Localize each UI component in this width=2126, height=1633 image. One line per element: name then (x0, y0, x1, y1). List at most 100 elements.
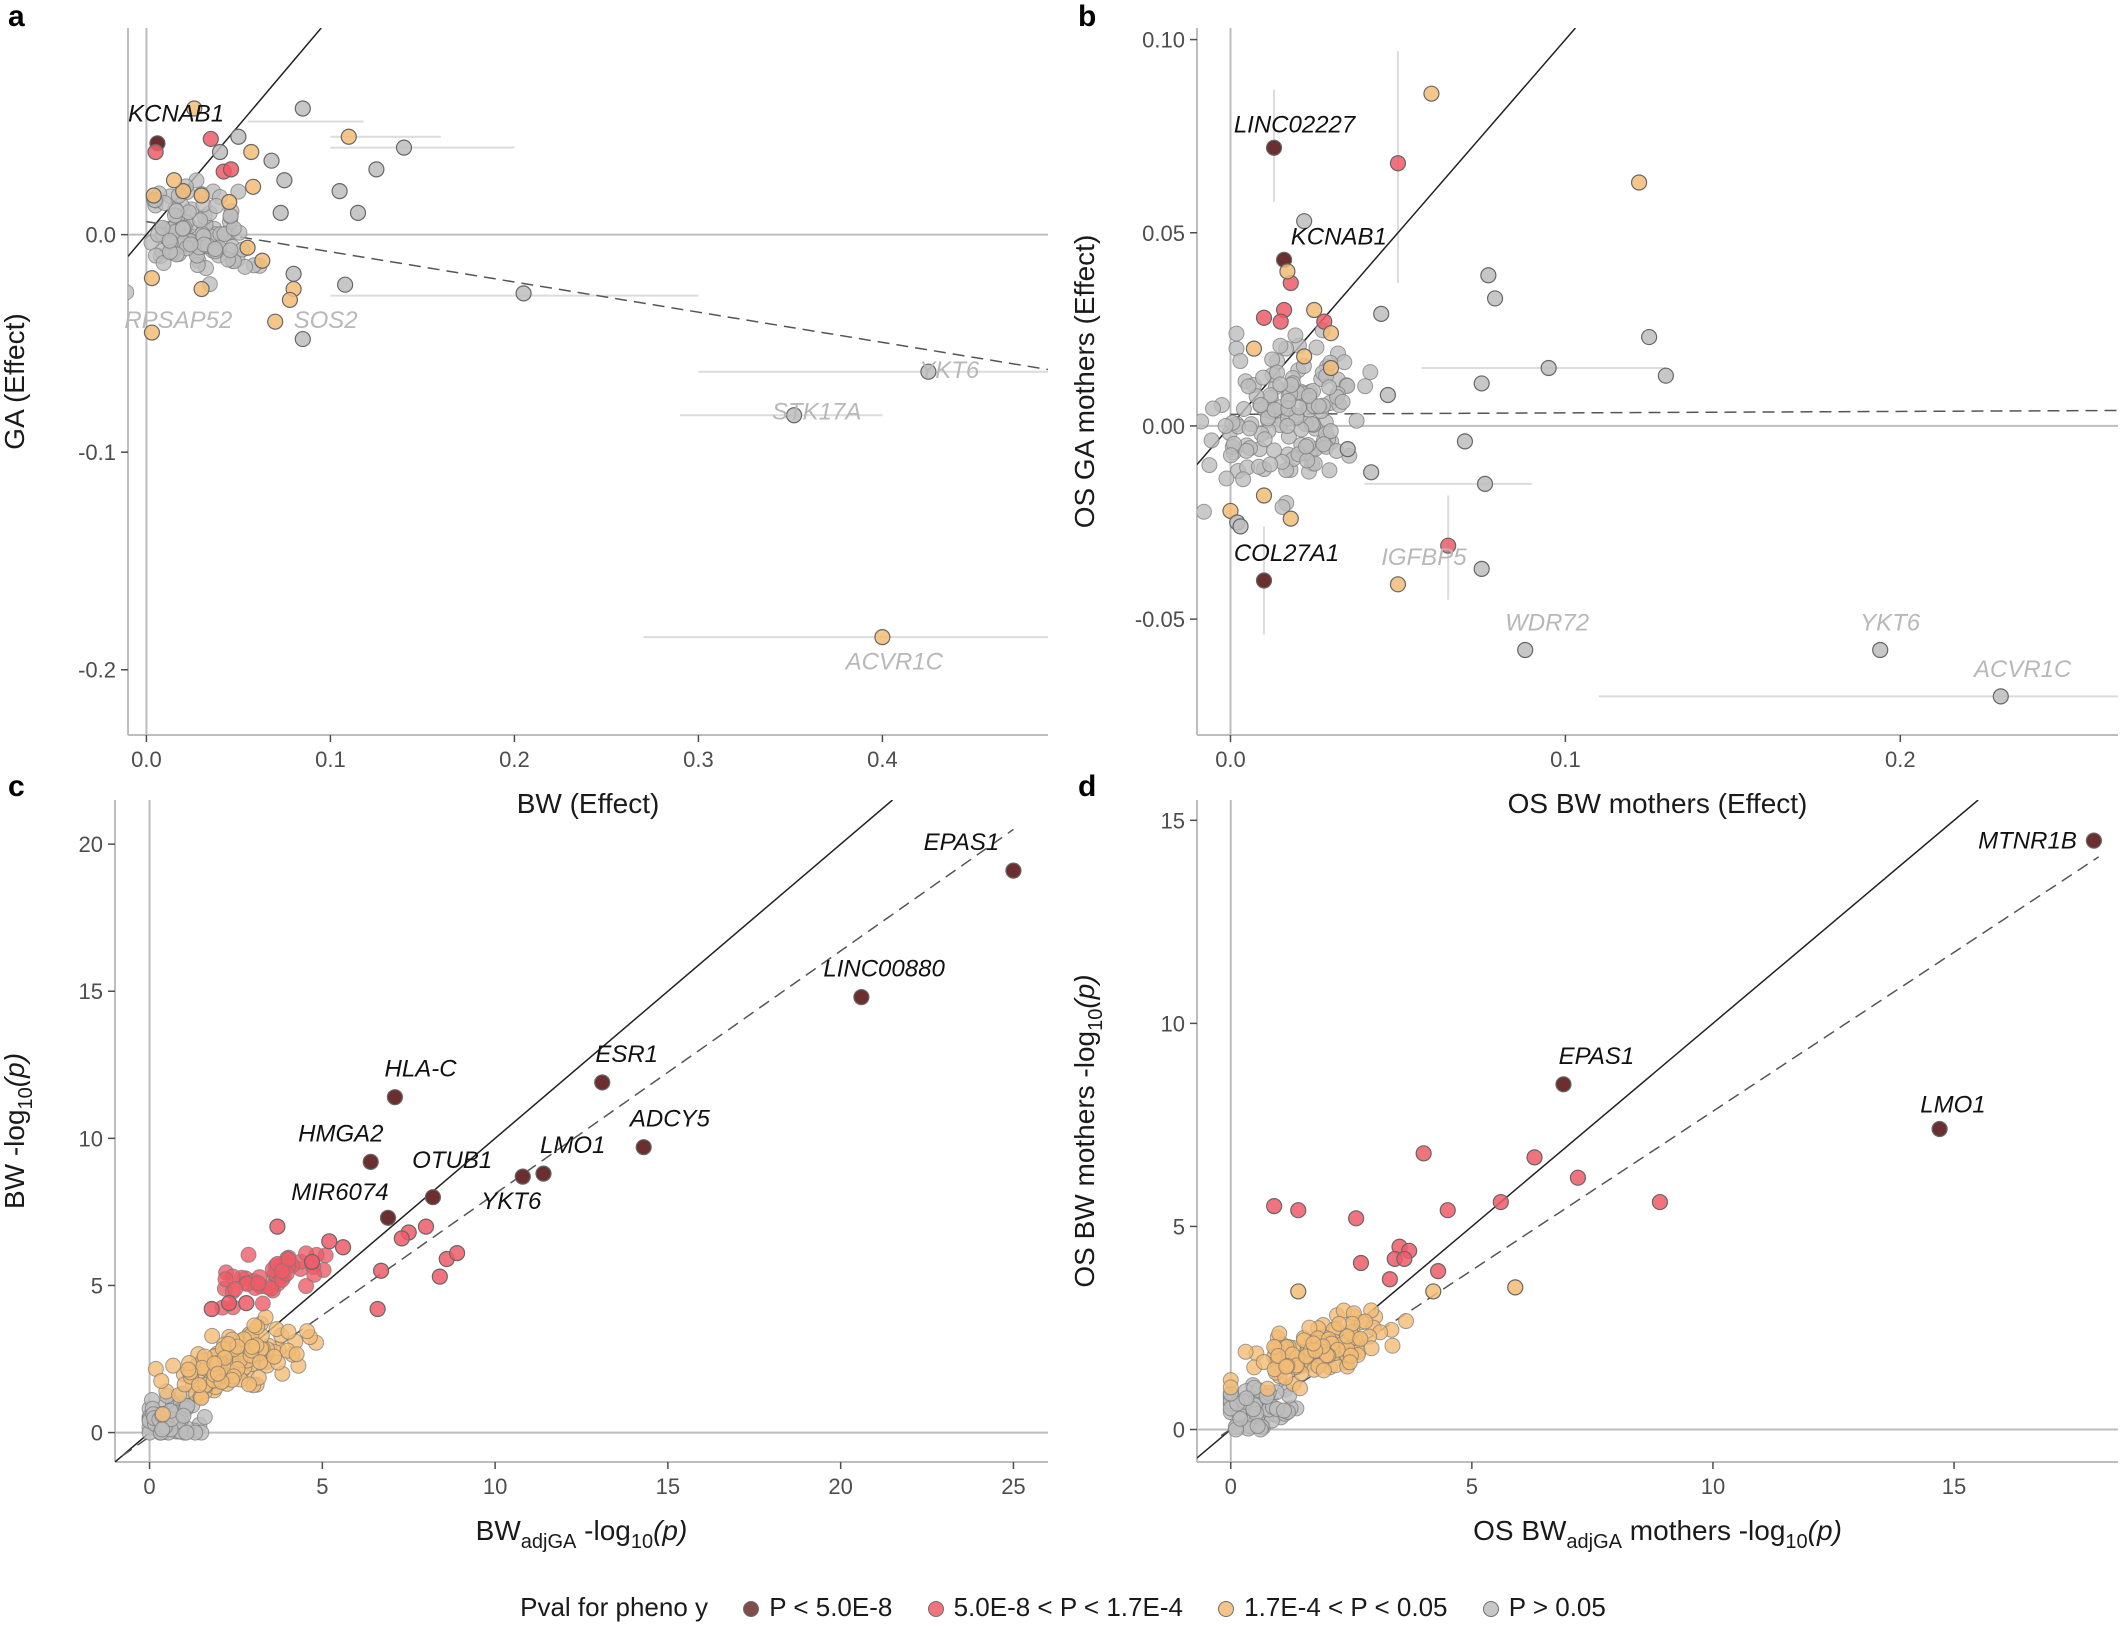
x-tick-label: 5 (1466, 1474, 1478, 1499)
data-point (1348, 1210, 1365, 1227)
x-axis-title-tail: -log (576, 1515, 630, 1546)
x-axis-title: OS BWadjGA mothers -log10(p) (1473, 1515, 1842, 1553)
data-point (337, 276, 354, 293)
plot-area (1197, 800, 2102, 1459)
data-point (243, 143, 260, 161)
data-point (1270, 1347, 1287, 1364)
data-point (1278, 1358, 1295, 1375)
data-point (1389, 576, 1407, 593)
data-point (1381, 1271, 1398, 1288)
data-point (334, 1239, 352, 1256)
data-point (1306, 301, 1323, 319)
data-point (1569, 1169, 1587, 1186)
data-point (238, 1295, 255, 1312)
data-point (1321, 462, 1338, 479)
data-point (1249, 1418, 1266, 1435)
data-point (1265, 139, 1283, 156)
data-point (1301, 387, 1318, 404)
data-point (1425, 1283, 1442, 1300)
data-point (1238, 442, 1255, 459)
gene-label: HMGA2 (298, 1120, 383, 1147)
data-point (220, 1295, 238, 1312)
data-point (1507, 1279, 1524, 1296)
data-point (1322, 423, 1339, 440)
x-tick-label: 15 (1942, 1474, 1966, 1499)
y-tick-label: -0.2 (78, 658, 116, 683)
data-point (1321, 379, 1338, 396)
gene-label: EPAS1 (1559, 1043, 1635, 1070)
plot-area (128, 28, 1048, 646)
data-point (1201, 457, 1218, 474)
data-point (594, 1074, 611, 1091)
y-axis-title-end: (p) (0, 1053, 30, 1087)
panel-a-scatter: 0.0 0.1 0.2 0.3 0.4 0.0 -0.1 -0.2 KCNAB1 RPSAP52 S… (0, 28, 1048, 819)
data-point (1222, 447, 1239, 464)
data-point (193, 280, 210, 298)
data-point (1308, 339, 1325, 356)
data-point (1322, 325, 1340, 342)
data-point (1492, 1193, 1509, 1211)
data-point (1287, 327, 1304, 344)
y-tick-label: 10 (1161, 1011, 1185, 1036)
data-point (1238, 1390, 1255, 1407)
y-tick-label: -0.1 (78, 440, 116, 465)
x-tick-label: 15 (656, 1474, 680, 1499)
data-point (153, 1372, 170, 1389)
gene-label: COL27A1 (1234, 540, 1339, 567)
data-point (321, 1233, 338, 1250)
x-axis-title-tail: mothers -log (1622, 1515, 1785, 1546)
data-point (1262, 456, 1279, 473)
data-point (1473, 375, 1490, 392)
regression-line (146, 220, 1048, 371)
x-tick-label: 0 (143, 1474, 155, 1499)
data-point (276, 172, 293, 189)
y-axis-title: GA (Effect) (0, 313, 30, 449)
regression-line (1230, 409, 2118, 416)
y-axis-title-main: BW -log (0, 1109, 30, 1209)
data-point (1396, 1250, 1413, 1268)
gene-label: YKT6 (1860, 610, 1921, 637)
legend-label-mid: 5.0E-8 < P < 1.7E-4 (953, 1591, 1183, 1622)
x-tick-label: 0.4 (867, 747, 898, 772)
data-point (299, 1323, 316, 1340)
panel-label-b: b (1078, 0, 1096, 33)
data-point (1641, 328, 1658, 346)
data-point (154, 1421, 171, 1438)
panel-c-scatter: 0 5 10 15 20 25 0 5 10 15 20 EPAS1 LINC00880 ESR1 HLA-… (0, 800, 1048, 1553)
data-point (1315, 436, 1332, 453)
data-point (1384, 1337, 1401, 1354)
y-tick-label: 10 (79, 1126, 103, 1151)
gene-label: LINC02227 (1234, 111, 1357, 138)
y-axis-title-end: (p) (1069, 974, 1100, 1008)
data-point (267, 313, 284, 330)
y-axis-title-sub: 10 (1085, 1009, 1107, 1031)
data-point (204, 1327, 221, 1344)
data-point (1341, 1354, 1358, 1371)
data-point (1266, 401, 1283, 418)
data-point (1232, 353, 1249, 370)
data-point (920, 363, 937, 380)
legend-label-low: 1.7E-4 < P < 0.05 (1244, 1591, 1448, 1622)
data-point (303, 1253, 321, 1271)
legend-label-sig: P < 5.0E-8 (769, 1591, 893, 1622)
panel-label-c: c (8, 770, 25, 803)
data-point (1241, 420, 1258, 437)
gene-label: ACVR1C (1972, 656, 2072, 683)
data-point (180, 1361, 197, 1378)
data-point (246, 1317, 263, 1334)
data-point (1266, 1198, 1283, 1215)
data-point (424, 1189, 442, 1206)
data-point (1297, 438, 1314, 455)
x-axis-title-sub2: 10 (1785, 1531, 1807, 1553)
data-point (1256, 431, 1273, 448)
gene-label: LMO1 (540, 1132, 605, 1159)
data-point (1423, 85, 1440, 102)
data-point (1222, 1379, 1239, 1396)
gene-label: HLA-C (385, 1056, 458, 1083)
identity-line (128, 28, 322, 257)
data-point (1363, 1340, 1380, 1357)
data-point (1204, 400, 1221, 417)
x-axis-title-sub: adjGA (521, 1531, 577, 1553)
data-point (1240, 378, 1257, 395)
x-axis-title-end: (p) (1808, 1515, 1842, 1546)
